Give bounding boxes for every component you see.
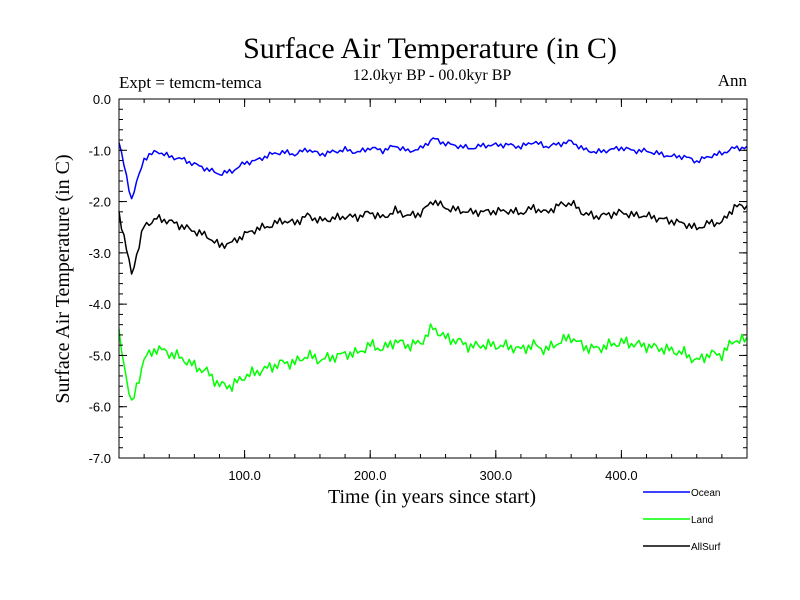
x-tick-label: 400.0 xyxy=(605,468,638,483)
y-tick-label: -4.0 xyxy=(89,297,111,312)
series-line-land xyxy=(118,323,748,401)
season-label: Ann xyxy=(718,71,748,90)
y-axis-label: Surface Air Temperature (in C) xyxy=(52,154,74,403)
plot-frame xyxy=(118,98,748,459)
x-tick-label: 200.0 xyxy=(354,468,387,483)
legend-label-land: Land xyxy=(691,515,713,526)
series-line-allsurf xyxy=(118,199,748,275)
y-tick-label: 0.0 xyxy=(93,92,111,107)
y-tick-label: -5.0 xyxy=(89,348,111,363)
y-tick-label: -1.0 xyxy=(89,143,111,158)
x-tick-label: 300.0 xyxy=(480,468,513,483)
ticks-layer: 0.0 -1.0 -2.0 -3.0 -4.0 -5.0 -6.0 -7.0 100.0 200.… xyxy=(89,92,747,483)
legend-label-ocean: Ocean xyxy=(691,488,720,499)
chart-subtitle: 12.0kyr BP - 00.0kyr BP xyxy=(353,67,512,84)
chart-title: Surface Air Temperature (in C) xyxy=(243,32,617,65)
legend-label-allsurf: AllSurf xyxy=(691,542,721,553)
y-tick-label: -3.0 xyxy=(89,246,111,261)
x-axis-label: Time (in years since start) xyxy=(328,486,536,508)
y-tick-label: -7.0 xyxy=(89,451,111,466)
y-tick-label: -2.0 xyxy=(89,195,111,210)
series-layer xyxy=(118,137,748,401)
y-tick-label: -6.0 xyxy=(89,400,111,415)
x-tick-label: 100.0 xyxy=(228,468,261,483)
series-line-ocean xyxy=(118,137,748,200)
experiment-label: Expt = temcm-temca xyxy=(119,73,262,92)
legend: Ocean Land AllSurf xyxy=(643,488,721,553)
